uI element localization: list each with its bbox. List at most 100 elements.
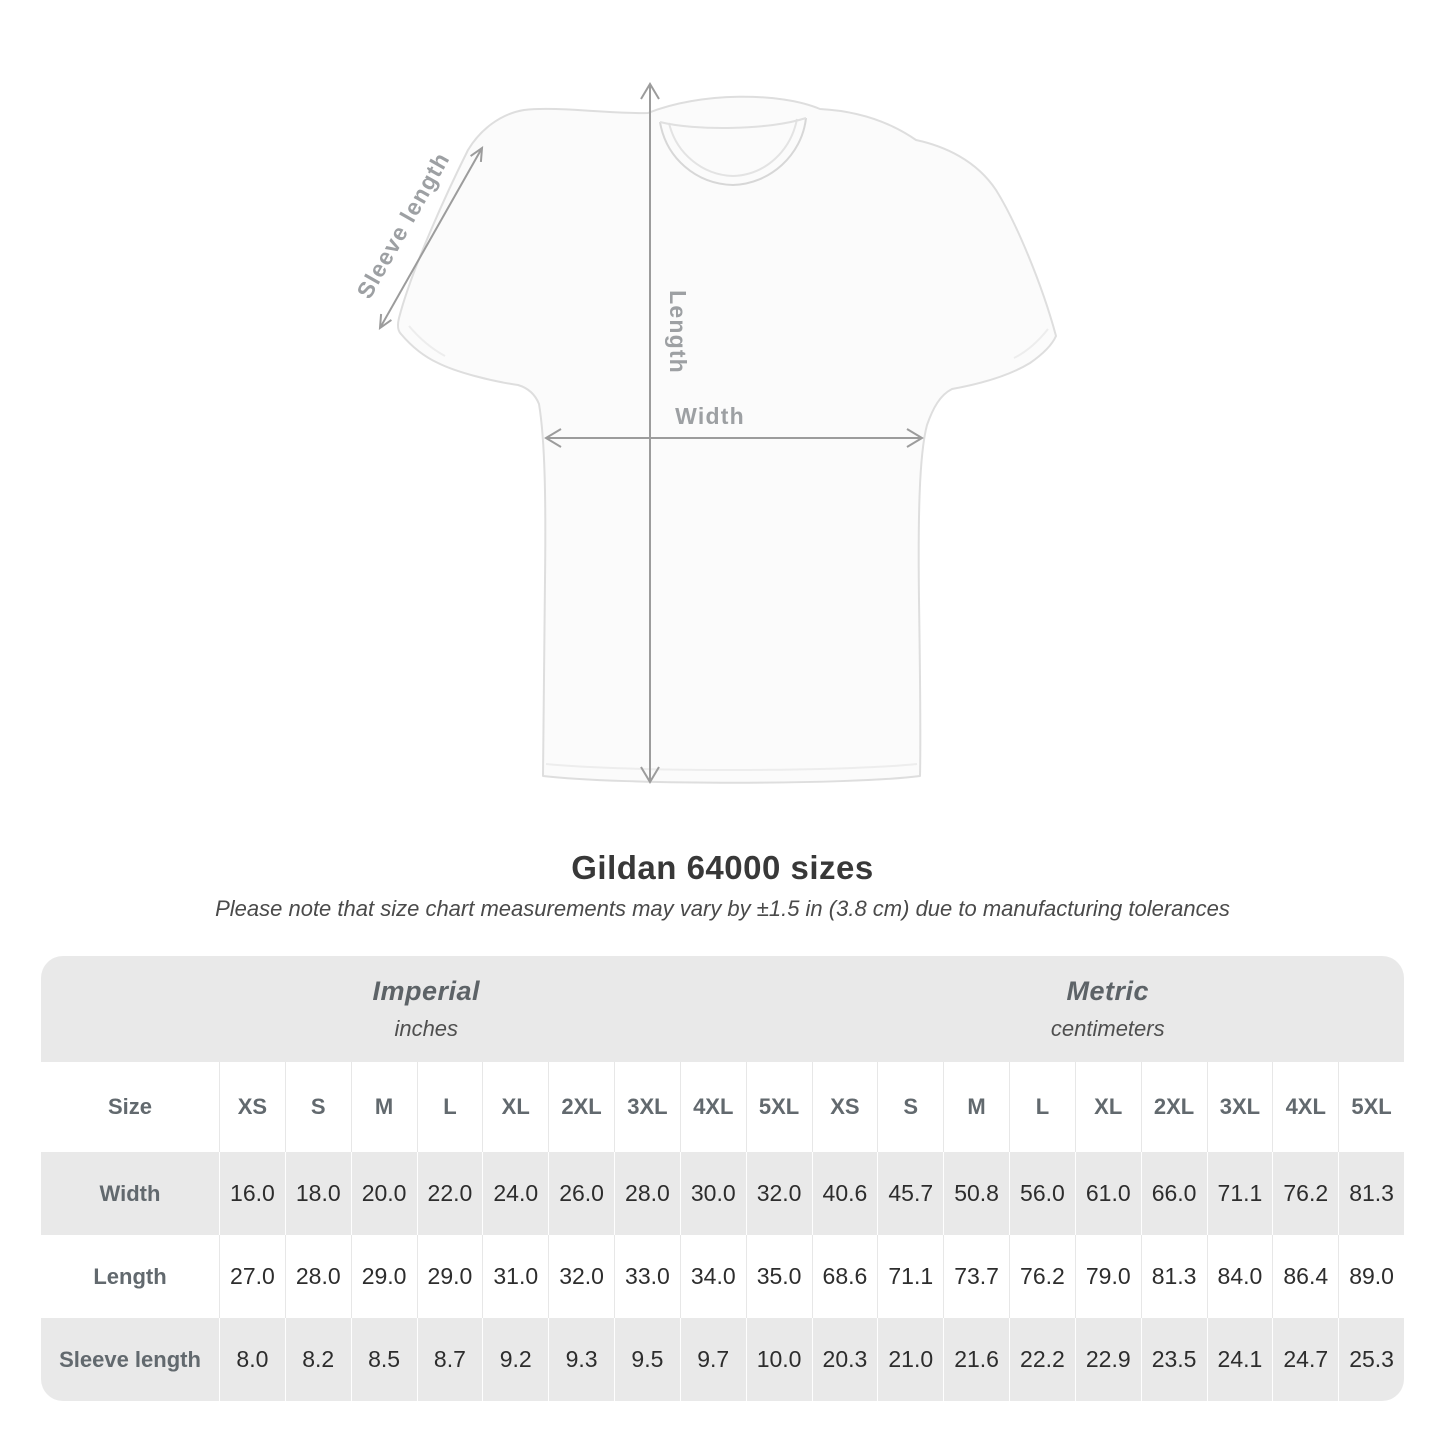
- size-column-header: 4XL: [1272, 1062, 1338, 1152]
- size-column-header: XS: [219, 1062, 285, 1152]
- measurement-value-cell: 56.0: [1009, 1152, 1075, 1235]
- measurement-value-cell: 71.1: [1206, 1152, 1273, 1235]
- size-column-header: S: [877, 1062, 943, 1152]
- measurement-value-cell: 89.0: [1338, 1235, 1404, 1318]
- size-column-header: M: [943, 1062, 1009, 1152]
- measurement-value-cell: 21.0: [877, 1318, 943, 1401]
- measurement-value-cell: 32.0: [548, 1235, 614, 1318]
- measurement-value-cell: 30.0: [679, 1152, 746, 1235]
- measurement-value-cell: 45.7: [877, 1152, 943, 1235]
- measurement-value-cell: 22.9: [1074, 1318, 1141, 1401]
- measurement-value-cell: 28.0: [284, 1235, 351, 1318]
- measurement-value-cell: 22.2: [1009, 1318, 1075, 1401]
- width-row-label: Width: [99, 1180, 161, 1206]
- measurement-value-cell: 76.2: [1272, 1152, 1338, 1235]
- size-column-header: 2XL: [548, 1062, 614, 1152]
- metric-subtitle: centimeters: [1050, 1016, 1165, 1041]
- tshirt-measurement-diagram: Sleeve length Length Width: [351, 82, 1057, 784]
- measurement-value-cell: 86.4: [1272, 1235, 1338, 1318]
- measurement-value-cell: 21.6: [943, 1318, 1009, 1401]
- length-arrow: [640, 82, 660, 784]
- size-column-header: 5XL: [1338, 1062, 1404, 1152]
- tolerance-note: Please note that size chart measurements…: [215, 896, 1230, 921]
- measurement-value-cell: 25.3: [1338, 1318, 1404, 1401]
- unit-group-header-row: Imperial inches Metric centimeters: [41, 956, 1404, 1062]
- measurement-value-cell: 24.1: [1206, 1318, 1273, 1401]
- measurement-value-cell: 20.3: [811, 1318, 878, 1401]
- tshirt-silhouette: [396, 95, 1057, 784]
- measurement-value-cell: 71.1: [877, 1235, 943, 1318]
- size-column-header: 3XL: [1206, 1062, 1273, 1152]
- measurement-value-cell: 31.0: [482, 1235, 548, 1318]
- measurement-value-cell: 84.0: [1206, 1235, 1273, 1318]
- metric-group-header: Metric centimeters: [812, 956, 1405, 1062]
- measurement-value-cell: 8.0: [219, 1318, 285, 1401]
- imperial-subtitle: inches: [394, 1016, 459, 1041]
- size-row-label: Size: [107, 1094, 153, 1119]
- measurement-value-cell: 34.0: [679, 1235, 746, 1318]
- measurement-value-cell: 29.0: [350, 1235, 417, 1318]
- measurement-value-cell: 16.0: [219, 1152, 285, 1235]
- measurement-value-cell: 81.3: [1140, 1235, 1207, 1318]
- measurement-value-cell: 24.0: [482, 1152, 548, 1235]
- measurement-value-cell: 9.5: [614, 1318, 680, 1401]
- imperial-title: Imperial: [372, 976, 481, 1006]
- measurement-value-cell: 20.0: [350, 1152, 417, 1235]
- measurement-value-cell: 61.0: [1074, 1152, 1141, 1235]
- size-column-header: 5XL: [745, 1062, 812, 1152]
- measurement-value-cell: 27.0: [219, 1235, 285, 1318]
- measurement-value-cell: 9.3: [548, 1318, 614, 1401]
- measurement-value-cell: 26.0: [548, 1152, 614, 1235]
- size-table: Imperial inches Metric centimeters Size …: [41, 956, 1404, 1401]
- measurement-value-cell: 50.8: [943, 1152, 1009, 1235]
- measurement-value-cell: 35.0: [745, 1235, 812, 1318]
- measurement-value-cell: 68.6: [811, 1235, 878, 1318]
- measurement-value-cell: 28.0: [614, 1152, 680, 1235]
- metric-title: Metric: [1066, 976, 1150, 1006]
- collar: [659, 117, 807, 187]
- sleeve-length-row-label: Sleeve length: [59, 1346, 201, 1372]
- measurement-value-cell: 66.0: [1140, 1152, 1207, 1235]
- size-column-header: 4XL: [679, 1062, 746, 1152]
- sleeve-length-row: Sleeve length 8.0 8.2 8.5 8.7 9.2 9.3 9.5 9.7 10…: [41, 1318, 1404, 1401]
- sleeve-length-arrow: [378, 145, 484, 331]
- measurement-value-cell: 79.0: [1074, 1235, 1141, 1318]
- measurement-value-cell: 8.2: [284, 1318, 351, 1401]
- width-label: Width: [675, 403, 745, 429]
- measurement-value-cell: 76.2: [1009, 1235, 1075, 1318]
- measurement-value-cell: 81.3: [1338, 1152, 1404, 1235]
- measurement-value-cell: 32.0: [745, 1152, 812, 1235]
- measurement-value-cell: 10.0: [745, 1318, 812, 1401]
- measurement-value-cell: 8.5: [350, 1318, 417, 1401]
- length-label: Length: [665, 290, 691, 374]
- length-row: Length 27.0 28.0 29.0 29.0 31.0 32.0 33.0 34.0 3…: [41, 1235, 1404, 1318]
- size-column-header: L: [1009, 1062, 1075, 1152]
- measurement-value-cell: 73.7: [943, 1235, 1009, 1318]
- measurement-value-cell: 24.7: [1272, 1318, 1338, 1401]
- page-title: Gildan 64000 sizes: [571, 849, 874, 886]
- size-column-header: 2XL: [1140, 1062, 1207, 1152]
- measurement-value-cell: 33.0: [614, 1235, 680, 1318]
- tshirt-graphic: Sleeve length Length Width: [351, 82, 1057, 784]
- size-column-header: L: [416, 1062, 483, 1152]
- measurement-value-cell: 22.0: [416, 1152, 483, 1235]
- seams: [408, 325, 1049, 771]
- width-arrow: [544, 428, 924, 448]
- size-column-header: XL: [1074, 1062, 1141, 1152]
- measurement-value-cell: 18.0: [284, 1152, 351, 1235]
- measurement-value-cell: 29.0: [416, 1235, 483, 1318]
- length-row-label: Length: [93, 1263, 167, 1289]
- measurement-value-cell: 9.2: [482, 1318, 548, 1401]
- size-column-header: XS: [811, 1062, 878, 1152]
- size-column-header: M: [350, 1062, 417, 1152]
- measurement-value-cell: 8.7: [416, 1318, 483, 1401]
- size-header-row: Size XS S M L XL 2XL 3XL 4XL 5XL XS S M L XL 2XL 3XL 4XL…: [41, 1062, 1404, 1152]
- measurement-value-cell: 23.5: [1140, 1318, 1207, 1401]
- measurement-value-cell: 40.6: [811, 1152, 878, 1235]
- measurement-value-cell: 9.7: [679, 1318, 746, 1401]
- imperial-group-header: Imperial inches: [41, 956, 812, 1062]
- size-column-header: XL: [482, 1062, 548, 1152]
- width-row: Width 16.0 18.0 20.0 22.0 24.0 26.0 28.0 30.0 32…: [41, 1152, 1404, 1235]
- size-column-header: 3XL: [614, 1062, 680, 1152]
